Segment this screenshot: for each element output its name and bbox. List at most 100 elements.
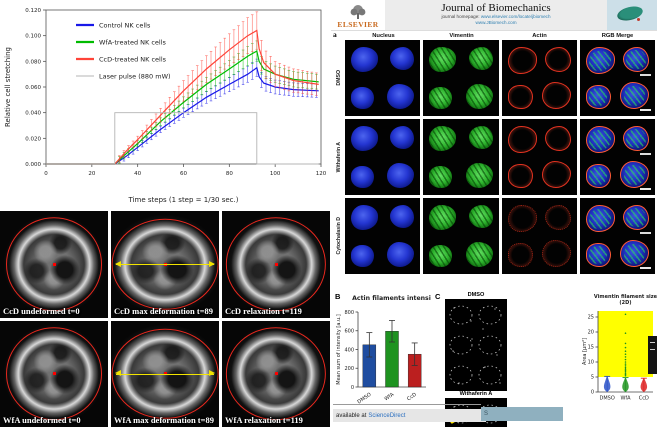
micrograph-tile-ccd-undeformed: CcD undeformed t=0 (0, 211, 108, 318)
segmentation-box-dmso: DMSO (445, 292, 507, 391)
journal-header: ELSEVIER Journal of Biomechanics journal… (331, 0, 657, 31)
svg-text:0.000: 0.000 (25, 162, 41, 168)
svg-text:120: 120 (316, 171, 327, 177)
scale-bar (640, 109, 651, 111)
fluorescence-panel-actin (501, 119, 577, 195)
elsevier-tree-icon (350, 5, 366, 19)
svg-text:WfA: WfA (620, 396, 631, 402)
fluorescence-panel-actin (501, 40, 577, 116)
cell-stretching-line-chart: 0 20 40 60 80 100 120 0.000 0.020 0.040 0.060 0.080… (4, 8, 327, 204)
cell-blob-actin (507, 126, 537, 153)
cell-blob-actin (541, 161, 571, 188)
cell-blob-vimentin (429, 126, 457, 151)
svg-text:DMSO: DMSO (600, 396, 615, 402)
cell-blob-vimentin (465, 163, 493, 188)
svg-text:200: 200 (344, 366, 354, 372)
svg-text:800: 800 (344, 310, 354, 316)
scale-bar (640, 153, 651, 155)
quantification-panels: B Actin filaments intensity 0 200 400 600 800… (333, 292, 657, 427)
publisher-name: ELSEVIER (337, 20, 379, 29)
svg-text:Vimentin filament size: Vimentin filament size (594, 294, 657, 300)
cell-blob-merge (623, 205, 649, 230)
sciencedirect-link[interactable]: ScienceDirect (368, 412, 406, 419)
cutoff-edge-strip (648, 336, 657, 374)
svg-text:CcD-treated NK cells: CcD-treated NK cells (99, 55, 167, 63)
panel-label-c: C (435, 292, 441, 301)
cell-blob-vimentin (468, 47, 493, 70)
svg-text:0: 0 (351, 385, 354, 391)
cell-center-marker (52, 372, 56, 376)
cover-dot (637, 18, 640, 21)
svg-text:5: 5 (591, 375, 594, 381)
cell-blob-merge (623, 47, 649, 72)
column-header-vimentin: Vimentin (449, 33, 474, 39)
cell-blob-actin (541, 82, 571, 109)
cell-blob-nucleus (390, 47, 415, 70)
cell-blob-actin (507, 85, 533, 109)
svg-text:CcD: CcD (639, 396, 649, 402)
cell-blob-vimentin (429, 47, 457, 72)
homepage-url-2[interactable]: www.JBiomech.com (475, 20, 517, 26)
cell-contour-outline (225, 326, 327, 421)
homepage-url-1[interactable]: www.elsevier.com/locate/jbiomech (480, 14, 551, 19)
actin-intensity-bar-chart: Actin filaments intensity 0 200 400 600 800Me… (336, 295, 438, 405)
left-column: 0 20 40 60 80 100 120 0.000 0.020 0.040 0.060 0.080… (0, 8, 330, 427)
svg-text:DMSO: DMSO (357, 392, 373, 405)
svg-text:100: 100 (270, 171, 281, 177)
cell-center-marker (274, 372, 278, 376)
fluorescence-panel-nucleus (345, 40, 421, 116)
elsevier-logo: ELSEVIER (331, 0, 385, 30)
fluorescence-panel-actin (501, 198, 577, 274)
svg-text:20: 20 (88, 171, 95, 177)
svg-text:Control NK cells: Control NK cells (99, 21, 151, 29)
cell-blob-merge (620, 82, 649, 109)
row-label: Withaferin A (336, 141, 342, 173)
figure-row-dmso: DMSO (333, 40, 655, 116)
svg-text:Actin filaments intensity: Actin filaments intensity (352, 295, 431, 302)
svg-text:0: 0 (591, 390, 594, 396)
cell-blob-actin (507, 164, 533, 188)
figure-column-headers: Nucleus Vimentin Actin RGB Merge (346, 33, 655, 39)
journal-homepage-line: journal homepage: www.elsevier.com/locat… (387, 14, 605, 26)
column-header-nucleus: Nucleus (372, 33, 395, 39)
svg-text:0.120: 0.120 (25, 8, 41, 14)
cell-blob-merge (585, 243, 611, 267)
cell-blob-nucleus (351, 205, 378, 230)
svg-text:400: 400 (344, 347, 354, 353)
fluorescence-panel-vimentin (423, 119, 499, 195)
svg-text:0.080: 0.080 (25, 59, 41, 65)
journal-title: Journal of Biomechanics (441, 2, 551, 14)
cell-blob-vimentin (429, 245, 453, 267)
cell-blob-merge (585, 126, 615, 153)
micrograph-tile-ccd-max-deformation: CcD max deformation t=89 (111, 211, 219, 318)
thumbnail-button[interactable]: S (481, 407, 563, 421)
column-header-rgb-merge: RGB Merge (601, 33, 634, 39)
cell-blob-merge (585, 164, 611, 188)
stretch-arrow-icon (115, 370, 215, 377)
cell-blob-vimentin (465, 84, 493, 109)
cell-blob-vimentin (468, 205, 493, 228)
svg-text:20: 20 (588, 330, 594, 336)
micrograph-tile-ccd-relaxation: CcD relaxation t=119 (222, 211, 330, 318)
scale-bar (640, 232, 651, 234)
cell-center-marker (52, 262, 56, 266)
segmentation-image-dmso (445, 299, 507, 391)
cell-blob-vimentin (429, 205, 457, 230)
fluorescence-panel-merge (579, 40, 655, 116)
cell-blob-merge (620, 161, 649, 188)
svg-text:0.060: 0.060 (25, 85, 41, 91)
cell-blob-nucleus (387, 84, 415, 109)
svg-text:WfA: WfA (383, 391, 395, 402)
micrograph-montage: CcD undeformed t=0 CcD max deformation t… (0, 211, 330, 427)
cell-blob-vimentin (465, 242, 493, 267)
cell-blob-nucleus (387, 242, 415, 267)
tile-caption: WfA max deformation t=89 (114, 415, 214, 425)
cell-blob-merge (585, 85, 611, 109)
cell-center-marker (274, 262, 278, 266)
fluorescence-panel-vimentin (423, 40, 499, 116)
journal-cover-thumbnail (607, 0, 657, 30)
row-label: Cytochalasin D (336, 217, 342, 255)
svg-text:(2D): (2D) (619, 300, 631, 306)
footer-divider (333, 404, 481, 405)
